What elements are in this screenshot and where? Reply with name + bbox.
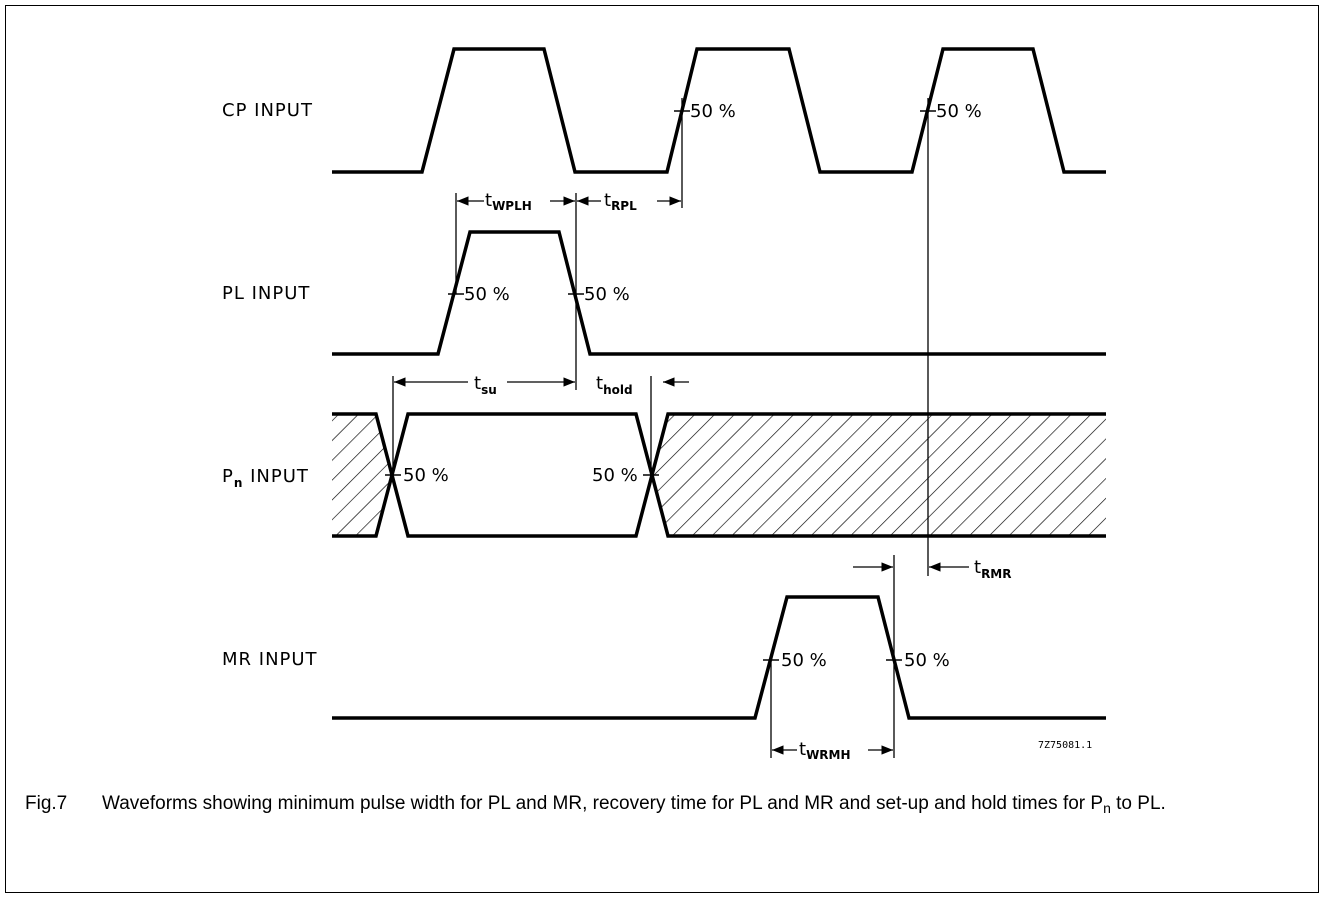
figure-caption: Fig.7 Waveforms showing minimum pulse wi… <box>25 790 1305 818</box>
tick-marks <box>385 110 936 661</box>
cp-50-label-2: 50 % <box>936 101 982 122</box>
caption-text: Waveforms showing minimum pulse width fo… <box>102 793 1166 816</box>
t-su-label: tsu <box>474 373 497 397</box>
pl-waveform <box>332 230 1106 356</box>
t-rmr-label: tRMR <box>974 557 1011 581</box>
pn-input-label: Pn INPUT <box>222 466 309 490</box>
t-rpl-label: tRPL <box>604 190 637 213</box>
t-wrmh-dimension: tWRMH <box>772 739 893 762</box>
t-rpl-dimension: tRPL <box>577 190 681 213</box>
figure-frame <box>5 5 1319 893</box>
figure-code: 7Z75081.1 <box>1038 740 1092 751</box>
pn-50-label-left: 50 % <box>403 465 449 486</box>
mr-waveform <box>332 595 1106 720</box>
reference-lines <box>392 98 929 758</box>
mr-50-label-rise: 50 % <box>781 650 827 671</box>
t-su-dimension: tsu <box>394 373 575 397</box>
figure-number: Fig.7 <box>25 793 68 814</box>
t-wplh-label: tWPLH <box>485 190 532 213</box>
cp-input-label: CP INPUT <box>222 100 313 121</box>
t-hold-dimension: thold <box>596 373 689 397</box>
t-rmr-dimension: tRMR <box>853 557 1011 581</box>
pl-50-label-rise: 50 % <box>464 284 510 305</box>
cp-50-label-1: 50 % <box>690 101 736 122</box>
pn-waveform <box>332 412 1106 538</box>
pl-input-label: PL INPUT <box>222 283 310 304</box>
pl-50-label-fall: 50 % <box>584 284 630 305</box>
t-wplh-dimension: tWPLH <box>457 190 575 213</box>
mr-50-label-fall: 50 % <box>904 650 950 671</box>
t-wrmh-label: tWRMH <box>799 739 851 762</box>
mr-input-label: MR INPUT <box>222 649 318 670</box>
pn-50-label-right: 50 % <box>592 465 638 486</box>
t-hold-label: thold <box>596 373 633 397</box>
cp-waveform <box>332 47 1106 174</box>
